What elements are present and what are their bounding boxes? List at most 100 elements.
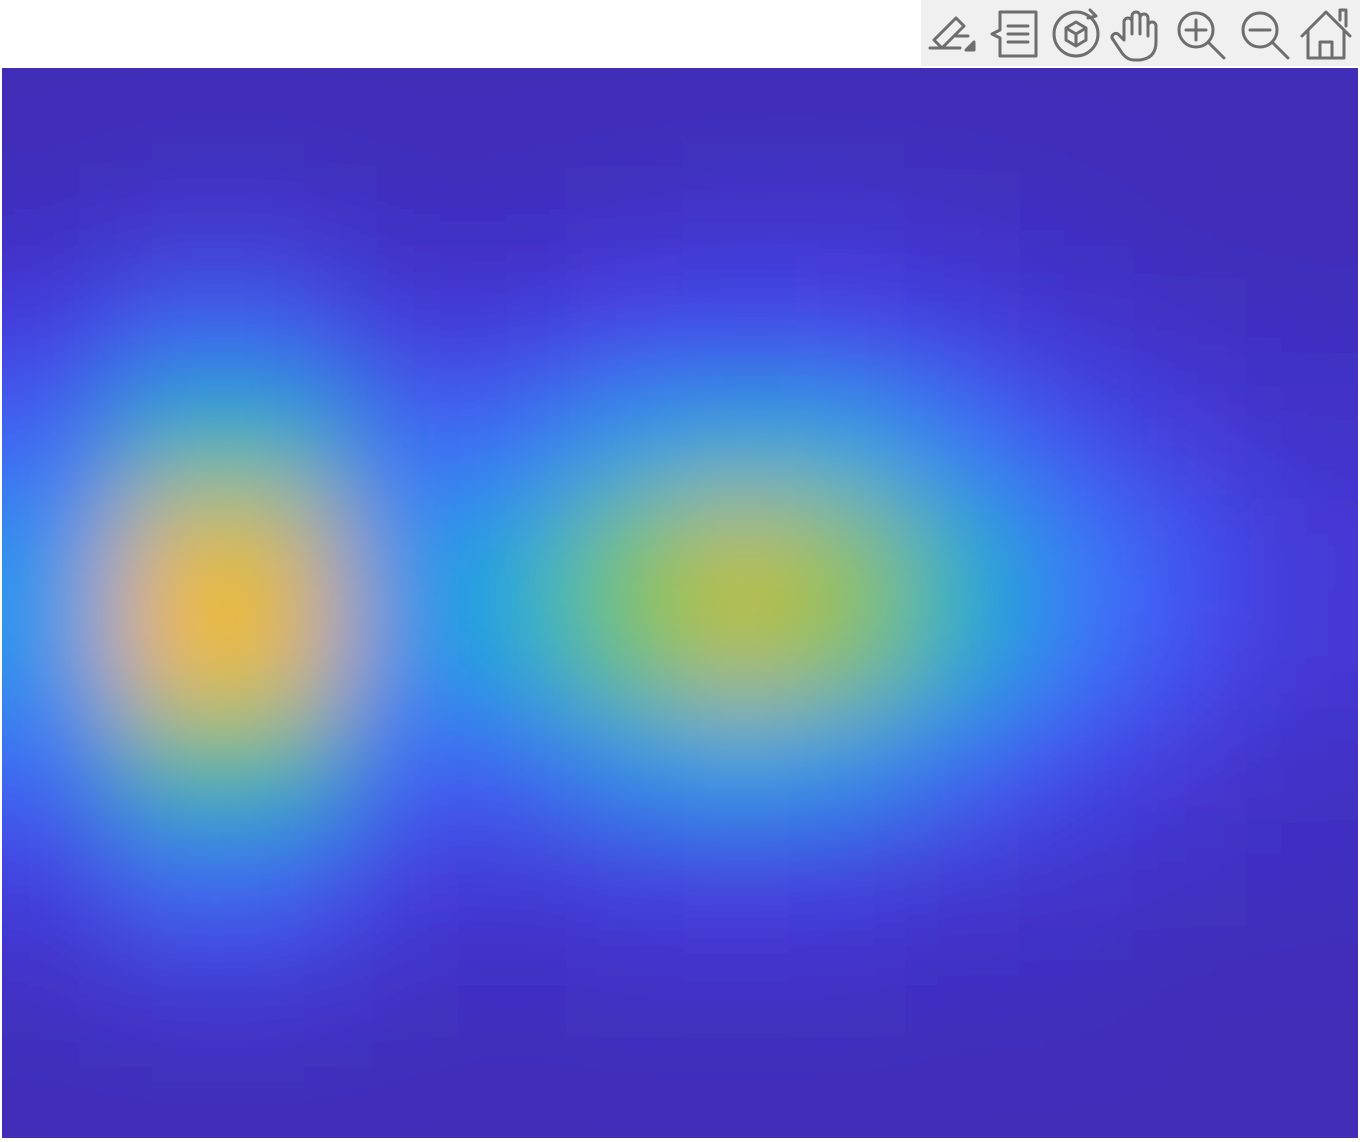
heatmap-cell <box>228 389 342 497</box>
heatmap-cell <box>454 389 568 497</box>
heatmap-cell <box>793 496 907 604</box>
heatmap-cell <box>1245 496 1358 604</box>
heatmap-cell <box>567 175 681 283</box>
heatmap-cell <box>906 1031 1020 1138</box>
heatmap-cell <box>680 817 794 925</box>
heatmap-cell <box>2 68 116 176</box>
heatmap-cell <box>2 175 116 283</box>
heatmap-cell <box>906 817 1020 925</box>
heatmap-cell <box>680 68 794 176</box>
heatmap-cell <box>115 282 229 390</box>
heatmap-cell <box>115 924 229 1032</box>
heatmap-cell <box>2 496 116 604</box>
heatmap-cell <box>680 496 794 604</box>
zoom-out-button[interactable] <box>1241 11 1290 60</box>
heatmap-cell <box>793 68 907 176</box>
heatmap-cell <box>680 282 794 390</box>
heatmap-cell <box>228 68 342 176</box>
heatmap-cell <box>1019 603 1133 711</box>
heatmap-cell <box>1132 710 1246 818</box>
heatmap-cell <box>1132 68 1246 176</box>
heatmap-cell <box>567 68 681 176</box>
heatmap-cell <box>1245 1031 1358 1138</box>
heatmap-cell <box>1019 389 1133 497</box>
heatmap-cell <box>1019 1031 1133 1138</box>
home-button[interactable] <box>1300 8 1352 60</box>
heatmap-cell <box>228 496 342 604</box>
heatmap-cell <box>1245 924 1358 1032</box>
datatip-button[interactable] <box>990 10 1038 58</box>
heatmap-cell <box>567 710 681 818</box>
heatmap-cell <box>454 496 568 604</box>
heatmap-cell <box>906 710 1020 818</box>
heatmap-cell <box>2 817 116 925</box>
rotate-button[interactable] <box>1052 8 1100 58</box>
heatmap-cell <box>341 282 455 390</box>
heatmap-cell <box>1245 603 1358 711</box>
heatmap-cell <box>341 924 455 1032</box>
heatmap-cell <box>115 175 229 283</box>
heatmap-cell <box>1019 817 1133 925</box>
heatmap-cell <box>454 924 568 1032</box>
heatmap-cell <box>2 1031 116 1138</box>
heatmap-cell <box>1245 68 1358 176</box>
heatmap-cell <box>906 389 1020 497</box>
heatmap-cell <box>228 1031 342 1138</box>
pan-button[interactable] <box>1110 10 1158 62</box>
heatmap-cell <box>1245 389 1358 497</box>
toolbar <box>921 0 1360 66</box>
heatmap-cell <box>341 1031 455 1138</box>
heatmap-cell <box>228 175 342 283</box>
heatmap-cell <box>454 68 568 176</box>
heatmap-cell <box>1132 496 1246 604</box>
heatmap-cell <box>1245 817 1358 925</box>
heatmap-cell <box>793 817 907 925</box>
heatmap-cell <box>228 603 342 711</box>
heatmap-cell <box>567 496 681 604</box>
heatmap-cell <box>1019 710 1133 818</box>
heatmap-cell <box>1132 1031 1246 1138</box>
heatmap-cell <box>341 710 455 818</box>
heatmap-cell <box>1132 924 1246 1032</box>
heatmap-cell <box>341 603 455 711</box>
heatmap-cell <box>680 924 794 1032</box>
heatmap-cell <box>680 1031 794 1138</box>
heatmap-cell <box>115 68 229 176</box>
heatmap-cell <box>793 710 907 818</box>
heatmap-cell <box>341 817 455 925</box>
heatmap-cell <box>906 282 1020 390</box>
brush-button[interactable] <box>928 16 976 52</box>
heatmap-cell <box>454 1031 568 1138</box>
heatmap-cell <box>1245 282 1358 390</box>
heatmap-cell <box>906 68 1020 176</box>
heatmap-cell <box>2 282 116 390</box>
heatmap-cell <box>1132 175 1246 283</box>
heatmap-cell <box>1019 924 1133 1032</box>
heatmap-cell <box>228 282 342 390</box>
heatmap-cell <box>1132 603 1246 711</box>
heatmap-cell <box>228 710 342 818</box>
heatmap-cell <box>793 1031 907 1138</box>
heatmap-cell <box>567 282 681 390</box>
heatmap-cell <box>680 710 794 818</box>
heatmap-cell <box>2 389 116 497</box>
heatmap-cell <box>454 817 568 925</box>
heatmap-cell <box>793 175 907 283</box>
heatmap-cell <box>341 175 455 283</box>
heatmap-cell <box>341 389 455 497</box>
heatmap-cell <box>906 496 1020 604</box>
zoom-in-button[interactable] <box>1177 11 1226 60</box>
heatmap-cell <box>567 1031 681 1138</box>
heatmap-cell <box>567 603 681 711</box>
heatmap-cell <box>680 603 794 711</box>
heatmap-cell <box>906 175 1020 283</box>
heatmap-cell <box>454 710 568 818</box>
heatmap-cell <box>1132 282 1246 390</box>
heatmap-cell <box>115 496 229 604</box>
heatmap-cell <box>341 496 455 604</box>
heatmap-cell <box>906 603 1020 711</box>
